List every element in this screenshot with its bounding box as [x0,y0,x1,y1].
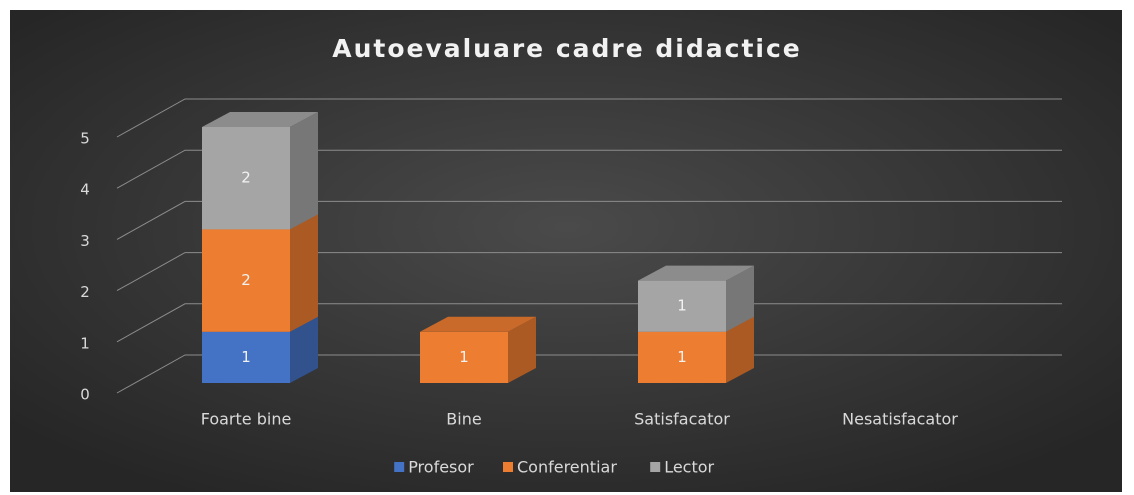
data-label: 1 [677,348,687,366]
x-tick-label: Satisfacator [634,410,730,429]
bar-front [420,331,508,383]
chart-title: Autoevaluare cadre didactice [332,34,802,63]
bar-side [290,214,318,332]
grid-line [116,303,1062,343]
y-tick-label: 5 [80,130,90,148]
y-tick-label: 1 [80,334,90,352]
y-tick-label: 0 [80,386,90,404]
bar-side [726,265,754,332]
y-tick-label: 3 [80,232,90,250]
y-tick-label: 4 [80,181,90,199]
data-label: 1 [677,297,687,315]
legend-swatch [650,462,661,472]
legend-label: Profesor [408,458,474,477]
x-tick-label: Nesatisfacator [842,410,958,429]
bar-front [638,280,726,332]
data-label: 1 [459,348,469,366]
x-tick-label: Bine [446,410,481,429]
bar-top [638,265,754,281]
grid-line [116,252,1062,292]
data-label: 1 [241,348,251,366]
grid-line [116,354,1062,394]
data-label: 2 [241,169,251,187]
grid-line [116,200,1062,240]
bar-front [202,229,290,332]
x-tick-label: Foarte bine [201,410,292,429]
bar-side [290,316,318,383]
y-tick-label: 2 [80,283,90,301]
bar-side [508,316,536,383]
legend-label: Conferentiar [517,458,617,477]
bar-segment [638,265,754,332]
bar-top [202,112,318,127]
bar-side [726,316,754,383]
bar-top [420,316,536,332]
bar-front [202,331,290,383]
grid-line [116,149,1062,189]
bar-segment [202,112,318,230]
data-label: 2 [241,271,251,289]
grid-line [116,98,1062,138]
bar-segment [202,214,318,332]
bar-segment [420,316,536,383]
legend-label: Lector [664,458,714,477]
legend-swatch [394,462,405,472]
bar-side [290,112,318,230]
legend-swatch [503,462,513,472]
bar-front [202,127,290,230]
bar-front [638,331,726,383]
chart-background [10,10,1122,492]
